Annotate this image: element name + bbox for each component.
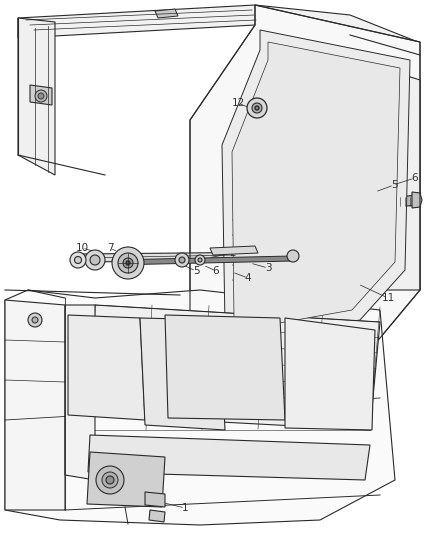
Polygon shape [358,200,385,215]
Circle shape [38,93,44,99]
Polygon shape [340,55,420,290]
Circle shape [198,258,202,262]
Circle shape [74,256,81,263]
Polygon shape [385,195,418,208]
Polygon shape [232,42,400,325]
Polygon shape [210,246,258,255]
Text: 5: 5 [193,266,199,276]
Circle shape [123,258,133,268]
Text: 11: 11 [381,293,395,303]
Polygon shape [165,315,285,420]
Polygon shape [145,492,165,507]
Polygon shape [336,200,368,230]
Polygon shape [90,305,380,430]
Polygon shape [18,5,418,62]
Polygon shape [78,252,295,262]
Circle shape [287,250,299,262]
Text: 1: 1 [182,503,188,513]
Polygon shape [155,9,178,18]
Circle shape [28,313,42,327]
Polygon shape [149,510,165,522]
Polygon shape [412,192,422,208]
Circle shape [195,255,205,265]
Polygon shape [222,30,410,335]
Circle shape [96,466,124,494]
Text: 6: 6 [213,266,219,276]
Circle shape [35,90,47,102]
Text: 3: 3 [265,263,271,273]
Circle shape [118,253,138,273]
Polygon shape [5,290,395,525]
Polygon shape [140,318,225,430]
Circle shape [348,212,356,220]
Polygon shape [18,18,55,175]
Polygon shape [285,318,375,430]
Text: 8: 8 [120,258,126,268]
Polygon shape [87,452,165,507]
Circle shape [179,257,185,263]
Circle shape [255,106,259,110]
Polygon shape [68,315,145,420]
Circle shape [32,317,38,323]
Text: 7: 7 [107,243,113,253]
Polygon shape [112,256,293,265]
Polygon shape [65,305,95,480]
Circle shape [247,98,267,118]
Text: 5: 5 [391,180,397,190]
Text: 4: 4 [245,273,251,283]
Circle shape [106,476,114,484]
Circle shape [90,255,100,265]
Text: 6: 6 [412,173,418,183]
Circle shape [344,208,360,224]
Polygon shape [5,300,65,510]
Text: 10: 10 [75,243,88,253]
Circle shape [175,253,189,267]
Circle shape [85,250,105,270]
Polygon shape [30,85,52,105]
Circle shape [112,247,144,279]
Circle shape [102,472,118,488]
Text: 2: 2 [230,248,237,258]
Circle shape [70,252,86,268]
Text: 12: 12 [231,98,245,108]
Circle shape [252,103,262,113]
Circle shape [126,261,130,265]
Polygon shape [190,5,420,370]
Polygon shape [88,435,370,480]
